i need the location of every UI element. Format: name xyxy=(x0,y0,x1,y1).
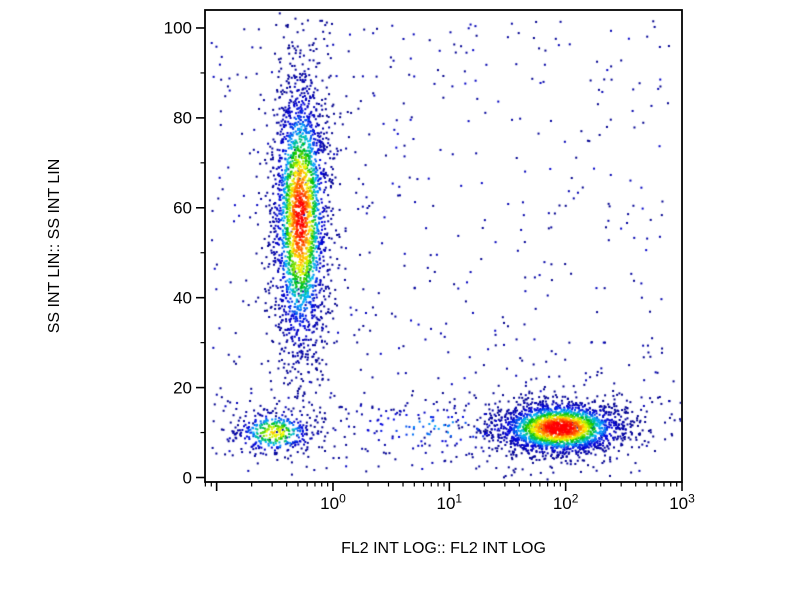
y-tick-label: 40 xyxy=(173,288,192,308)
y-tick-label: 60 xyxy=(173,198,192,218)
y-tick-label: 80 xyxy=(173,108,192,128)
y-axis-label: SS INT LIN:: SS INT LIN xyxy=(46,158,63,334)
y-tick-label: 0 xyxy=(182,468,192,487)
y-tick-label: 20 xyxy=(173,378,192,398)
x-tick-label: 102 xyxy=(552,491,579,513)
plot-frame xyxy=(204,9,683,483)
x-tick-label: 101 xyxy=(436,491,463,513)
x-axis-label: FL2 INT LOG:: FL2 INT LOG xyxy=(341,540,546,557)
y-tick-label: 100 xyxy=(163,18,192,38)
x-tick-label: 103 xyxy=(669,491,695,513)
x-tick-label: 100 xyxy=(320,491,346,513)
